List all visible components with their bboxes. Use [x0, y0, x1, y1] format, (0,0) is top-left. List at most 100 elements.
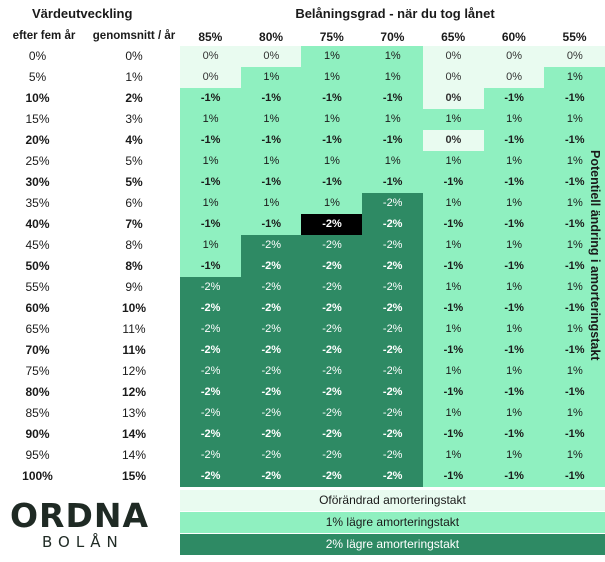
heatmap-cell: -2% — [301, 424, 363, 445]
heatmap-cell: -1% — [180, 172, 242, 193]
heatmap-cell: -1% — [422, 172, 484, 193]
chart-title: Belåningsgrad - när du tog lånet — [295, 6, 495, 21]
heatmap-cell: -1% — [483, 298, 545, 319]
column-header: 55% — [562, 30, 587, 44]
heatmap-cell: 1% — [180, 193, 242, 214]
heatmap-cell: -2% — [301, 403, 363, 424]
heatmap-cell: -1% — [544, 172, 605, 193]
heatmap-cell: -2% — [240, 256, 302, 277]
heatmap-cell: -2% — [362, 235, 424, 256]
heatmap-cell: -2% — [180, 340, 242, 361]
heatmap-cell: 0% — [422, 67, 484, 88]
heatmap-cell: 1% — [544, 151, 605, 172]
heatmap-cell: -2% — [301, 235, 363, 256]
heatmap-cell: 1% — [544, 109, 605, 130]
heatmap-cell: 0% — [240, 46, 302, 67]
heatmap-cell: 1% — [483, 193, 545, 214]
column-header: 75% — [319, 30, 344, 44]
heatmap-cell: 1% — [362, 109, 424, 130]
heatmap-cell: 1% — [422, 277, 484, 298]
row-label-5yr: 75% — [25, 364, 50, 378]
heatmap-cell: -1% — [483, 256, 545, 277]
heatmap-cell: -2% — [362, 298, 424, 319]
row-label-avg: 8% — [125, 238, 143, 252]
heatmap-cell: -1% — [301, 172, 363, 193]
heatmap-cell: 1% — [422, 235, 484, 256]
heatmap-cell: -1% — [422, 466, 484, 487]
row-label-avg: 12% — [121, 364, 147, 378]
heatmap-cell: 1% — [483, 277, 545, 298]
row-label-avg: 7% — [125, 217, 143, 231]
row-label-avg: 4% — [125, 133, 143, 147]
heatmap-cell: -2% — [180, 382, 242, 403]
heatmap-cell: -2% — [362, 361, 424, 382]
row-label-5yr: 35% — [25, 196, 50, 210]
row-label-avg: 11% — [122, 343, 146, 357]
heatmap-cell: 1% — [422, 319, 484, 340]
heatmap-cell: 1% — [240, 193, 302, 214]
heatmap-cell: 1% — [544, 67, 605, 88]
row-label-5yr: 15% — [25, 112, 50, 126]
heatmap-cell: -1% — [362, 130, 424, 151]
legend-item: Oförändrad amorteringstakt — [180, 490, 605, 511]
heatmap-cell: 0% — [483, 67, 545, 88]
heatmap-cell: 0% — [422, 130, 484, 151]
heatmap-cell: -2% — [180, 445, 242, 466]
heatmap-cell: -1% — [422, 256, 484, 277]
row-label-5yr: 95% — [25, 448, 50, 462]
heatmap-cell: -1% — [301, 130, 363, 151]
heatmap-cell: 1% — [362, 67, 424, 88]
heatmap-cell: -2% — [301, 466, 363, 487]
heatmap-cell: -1% — [544, 130, 605, 151]
column-header: 80% — [259, 30, 284, 44]
heatmap-cell: 1% — [301, 109, 363, 130]
heatmap-cell: 1% — [483, 109, 545, 130]
heatmap-cell: 1% — [240, 109, 302, 130]
heatmap-cell: -1% — [483, 172, 545, 193]
subheader-5yr: efter fem år — [12, 30, 76, 42]
logo-sub: BOLÅN — [42, 533, 124, 551]
heatmap-cell: -2% — [240, 361, 302, 382]
heatmap-cell: -2% — [301, 445, 363, 466]
heatmap-cell: -1% — [544, 424, 605, 445]
heatmap-cell: -1% — [483, 214, 545, 235]
row-label-avg: 9% — [125, 280, 143, 294]
heatmap-cell: -2% — [240, 403, 302, 424]
heatmap-cell: 1% — [301, 193, 363, 214]
row-label-5yr: 85% — [25, 406, 50, 420]
heatmap-cell: -1% — [422, 424, 484, 445]
heatmap-cell: -2% — [180, 361, 242, 382]
heatmap-cell: 1% — [483, 319, 545, 340]
heatmap-cell: 1% — [301, 67, 363, 88]
row-label-5yr: 10% — [25, 91, 50, 105]
row-label-5yr: 55% — [25, 280, 50, 294]
heatmap-cell: -2% — [180, 403, 242, 424]
heatmap-cell: -1% — [544, 382, 605, 403]
heatmap-cell: 1% — [180, 235, 242, 256]
heatmap-cell: -2% — [180, 277, 242, 298]
heatmap-cell: 1% — [483, 151, 545, 172]
heatmap-cell: 1% — [422, 445, 484, 466]
heatmap-cell: -2% — [301, 256, 363, 277]
heatmap-cell: 0% — [180, 67, 242, 88]
heatmap-cell: -2% — [240, 466, 302, 487]
row-label-5yr: 80% — [25, 385, 50, 399]
heatmap-cell: -2% — [240, 277, 302, 298]
row-label-avg: 5% — [125, 175, 143, 189]
heatmap-cell: -2% — [180, 319, 242, 340]
heatmap-cell: 1% — [422, 193, 484, 214]
heatmap-cell: 1% — [301, 46, 363, 67]
heatmap-cell: -1% — [422, 382, 484, 403]
heatmap-cell: -1% — [544, 298, 605, 319]
row-label-5yr: 60% — [25, 301, 50, 315]
row-label-5yr: 0% — [28, 49, 47, 63]
heatmap-cell: -1% — [362, 88, 424, 109]
row-label-avg: 0% — [125, 49, 143, 63]
row-label-5yr: 100% — [22, 469, 53, 483]
heatmap-cell: -1% — [483, 88, 545, 109]
row-label-avg: 14% — [121, 448, 147, 462]
row-header-title: Värdeutveckling — [32, 6, 133, 21]
heatmap-cell: -2% — [362, 403, 424, 424]
heatmap-cell: -2% — [180, 424, 242, 445]
heatmap-cell: 1% — [483, 235, 545, 256]
